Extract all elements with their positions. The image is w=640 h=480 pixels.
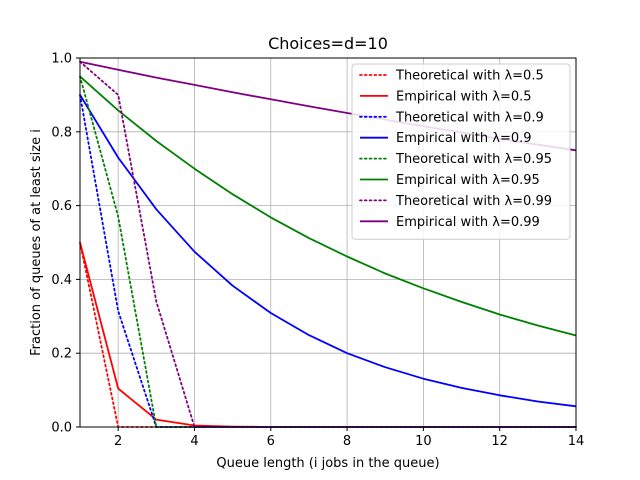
x-tick-label: 6 <box>267 434 275 449</box>
x-axis-title: Queue length (i jobs in the queue) <box>216 456 439 471</box>
legend-label: Theoretical with λ=0.95 <box>395 152 552 167</box>
x-tick-label: 12 <box>491 434 508 449</box>
legend-label: Empirical with λ=0.5 <box>396 89 532 104</box>
legend-label: Empirical with λ=0.95 <box>396 173 540 188</box>
y-tick-label: 0.6 <box>51 199 72 214</box>
legend-label: Theoretical with λ=0.9 <box>395 110 544 125</box>
x-tick-label: 8 <box>343 434 351 449</box>
y-axis-title: Fraction of queues of at least size i <box>29 129 44 356</box>
x-tick-label: 4 <box>190 434 198 449</box>
legend-label: Empirical with λ=0.9 <box>396 131 532 146</box>
legend-label: Empirical with λ=0.99 <box>396 215 540 230</box>
series-line-6 <box>79 75 577 337</box>
x-axis: 2 4 6 8 10 12 14 <box>114 427 584 449</box>
y-tick-label: 0.4 <box>51 273 72 288</box>
x-tick-label: 10 <box>415 434 432 449</box>
legend-box <box>351 63 571 240</box>
x-tick-label: 2 <box>114 434 122 449</box>
chart-title: Choices=d=10 <box>268 34 388 53</box>
x-tick-label: 14 <box>568 434 585 449</box>
y-axis: 0.0 0.2 0.4 0.6 0.8 1.0 <box>51 52 80 436</box>
series-line-4 <box>79 94 577 408</box>
y-tick-label: 1.0 <box>51 52 72 67</box>
legend-label: Theoretical with λ=0.99 <box>395 194 552 209</box>
legend-label: Theoretical with λ=0.5 <box>395 69 544 84</box>
y-tick-label: 0.8 <box>51 125 72 140</box>
plot-frame <box>79 57 577 428</box>
y-tick-label: 0.2 <box>51 347 72 362</box>
y-tick-label: 0.0 <box>51 421 72 436</box>
legend: Theoretical with λ=0.5 Empirical with λ=0… <box>351 63 571 240</box>
